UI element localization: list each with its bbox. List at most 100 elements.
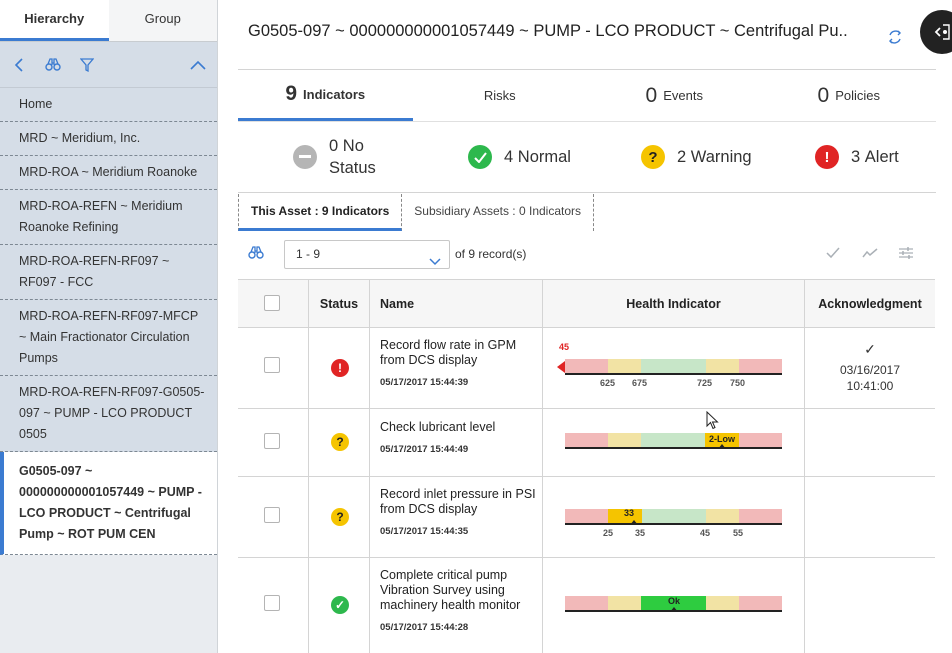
- sidebar: Hierarchy Group Home MRD ~ Meridium, Inc…: [0, 0, 218, 653]
- sidebar-item-g0505[interactable]: MRD-ROA-REFN-RF097-G0505-097 ~ PUMP - LC…: [0, 376, 217, 452]
- value-label: 33: [624, 508, 635, 518]
- indicators-label: Indicators: [303, 86, 366, 102]
- tab-subsidiary-assets[interactable]: Subsidiary Assets : 0 Indicators: [402, 194, 595, 231]
- mouse-cursor-icon: [706, 410, 719, 435]
- warning-icon: ?: [331, 433, 349, 451]
- indicator-timestamp: 05/17/2017 15:44:49: [380, 444, 469, 455]
- asset-subtabs: This Asset : 9 Indicators Subsidiary Ass…: [238, 194, 595, 231]
- tab-indicators[interactable]: 9 Indicators: [238, 70, 413, 121]
- sidebar-item-mfcp[interactable]: MRD-ROA-REFN-RF097-MFCP ~ Main Fractiona…: [0, 300, 217, 376]
- sidebar-item-mrd-roa-refn[interactable]: MRD-ROA-REFN ~ Meridium Roanoke Refining: [0, 190, 217, 245]
- table-row[interactable]: ! Record flow rate in GPM from DCS displ…: [238, 328, 935, 409]
- table-row[interactable]: ? Check lubricant level 05/17/2017 15:44…: [238, 409, 935, 477]
- status-summary: 0 No Status 4 Normal ? 2 Warning ! 3 Ale…: [238, 125, 936, 193]
- filter-icon[interactable]: [76, 54, 98, 76]
- warning-count[interactable]: ? 2 Warning: [641, 145, 752, 169]
- tick-label: 750: [730, 378, 746, 388]
- health-indicator: 33 25 35 45 55: [543, 477, 805, 557]
- indicator-name[interactable]: Check lubricant level: [380, 420, 496, 434]
- acknowledge-icon[interactable]: [826, 246, 840, 264]
- trend-chart-icon[interactable]: [862, 246, 878, 264]
- indicator-name[interactable]: Complete critical pump Vibration Survey …: [380, 568, 521, 612]
- indicator-timestamp: 05/17/2017 15:44:39: [380, 377, 469, 388]
- policies-label: Policies: [835, 88, 880, 103]
- binoculars-icon[interactable]: [42, 54, 64, 76]
- health-indicator: 45 625 675 725 750: [543, 328, 805, 408]
- tab-events[interactable]: 0 Events: [587, 70, 762, 121]
- tick-label: 45: [700, 528, 711, 538]
- sidebar-item-selected-asset[interactable]: G0505-097 ~ 000000000001057449 ~ PUMP - …: [0, 452, 217, 555]
- title-bar: G0505-097 ~ 000000000001057449 ~ PUMP - …: [238, 0, 936, 70]
- main-panel: G0505-097 ~ 000000000001057449 ~ PUMP - …: [218, 0, 952, 653]
- normal-icon: ✓: [331, 596, 349, 614]
- tab-group[interactable]: Group: [144, 11, 181, 26]
- exclamation-icon: !: [815, 145, 839, 169]
- tick-label: 675: [632, 378, 648, 388]
- record-range-value: 1 - 9: [296, 247, 321, 261]
- back-icon[interactable]: [8, 54, 30, 76]
- no-status-icon: [293, 145, 317, 169]
- row-checkbox[interactable]: [264, 433, 280, 449]
- sidebar-toolbar: [0, 42, 217, 88]
- record-range-select[interactable]: 1 - 9: [284, 240, 450, 269]
- hierarchy-list: Home MRD ~ Meridium, Inc. MRD-ROA ~ Meri…: [0, 88, 217, 555]
- acknowledged-check-icon: ✓: [864, 341, 876, 357]
- health-column-header[interactable]: Health Indicator: [626, 296, 721, 311]
- select-all-checkbox[interactable]: [264, 295, 280, 311]
- page-title: G0505-097 ~ 000000000001057449 ~ PUMP - …: [248, 22, 848, 40]
- row-checkbox[interactable]: [264, 595, 280, 611]
- no-status-count[interactable]: 0 No Status: [293, 135, 389, 179]
- status-column-header[interactable]: Status: [319, 296, 359, 311]
- binoculars-icon[interactable]: [248, 246, 264, 265]
- tab-risks[interactable]: Risks: [413, 70, 588, 121]
- normal-count[interactable]: 4 Normal: [468, 145, 571, 169]
- warning-icon: ?: [331, 508, 349, 526]
- collapse-icon[interactable]: [187, 54, 209, 76]
- health-gauge: [565, 509, 782, 525]
- no-status-label: No Status: [329, 137, 376, 177]
- tab-this-asset[interactable]: This Asset : 9 Indicators: [238, 194, 403, 231]
- indicator-timestamp: 05/17/2017 15:44:35: [380, 526, 469, 537]
- row-checkbox[interactable]: [264, 507, 280, 523]
- grid-toolbar: 1 - 9 of 9 record(s): [238, 238, 936, 272]
- no-status-number: 0: [329, 137, 339, 155]
- indicator-tabs: 9 Indicators Risks 0 Events 0 Policies: [238, 70, 936, 122]
- health-gauge: [565, 359, 782, 375]
- row-checkbox[interactable]: [264, 357, 280, 373]
- warning-number: 2: [677, 147, 687, 166]
- tick-label: 725: [697, 378, 713, 388]
- alert-count[interactable]: ! 3 Alert: [815, 145, 899, 169]
- indicator-name[interactable]: Record inlet pressure in PSI from DCS di…: [380, 487, 536, 516]
- indicator-name[interactable]: Record flow rate in GPM from DCS display: [380, 338, 517, 367]
- normal-number: 4: [504, 147, 514, 166]
- value-label: 45: [559, 342, 570, 352]
- table-row[interactable]: ? Record inlet pressure in PSI from DCS …: [238, 477, 935, 558]
- value-marker: [670, 607, 678, 612]
- sidebar-item-home[interactable]: Home: [0, 88, 217, 122]
- sidebar-item-rf097[interactable]: MRD-ROA-REFN-RF097 ~ RF097 - FCC: [0, 245, 217, 300]
- refresh-icon[interactable]: [886, 28, 904, 46]
- policies-count: 0: [817, 83, 830, 107]
- events-label: Events: [663, 88, 703, 103]
- tick-label: 625: [600, 378, 616, 388]
- table-row[interactable]: ✓ Complete critical pump Vibration Surve…: [238, 558, 935, 653]
- alert-number: 3: [851, 147, 861, 166]
- tab-hierarchy[interactable]: Hierarchy: [0, 0, 109, 41]
- ack-date: 03/16/2017: [839, 363, 901, 377]
- health-indicator: 2-Low: [543, 409, 805, 476]
- settings-sliders-icon[interactable]: [898, 246, 914, 265]
- alert-label: Alert: [864, 147, 899, 166]
- sidebar-item-mrd-roa[interactable]: MRD-ROA ~ Meridium Roanoke: [0, 156, 217, 190]
- tick-label: 55: [733, 528, 744, 538]
- name-column-header[interactable]: Name: [380, 296, 415, 311]
- sidebar-item-mrd[interactable]: MRD ~ Meridium, Inc.: [0, 122, 217, 156]
- ack-column-header[interactable]: Acknowledgment: [818, 296, 922, 311]
- checkmark-icon: [468, 145, 492, 169]
- events-count: 0: [645, 83, 658, 107]
- health-indicator: Ok: [543, 558, 805, 653]
- value-label: 2-Low: [709, 434, 735, 444]
- sign-in-icon[interactable]: [920, 10, 952, 54]
- tab-policies[interactable]: 0 Policies: [762, 70, 937, 121]
- risks-label: Risks: [483, 88, 516, 103]
- tick-label: 25: [603, 528, 614, 538]
